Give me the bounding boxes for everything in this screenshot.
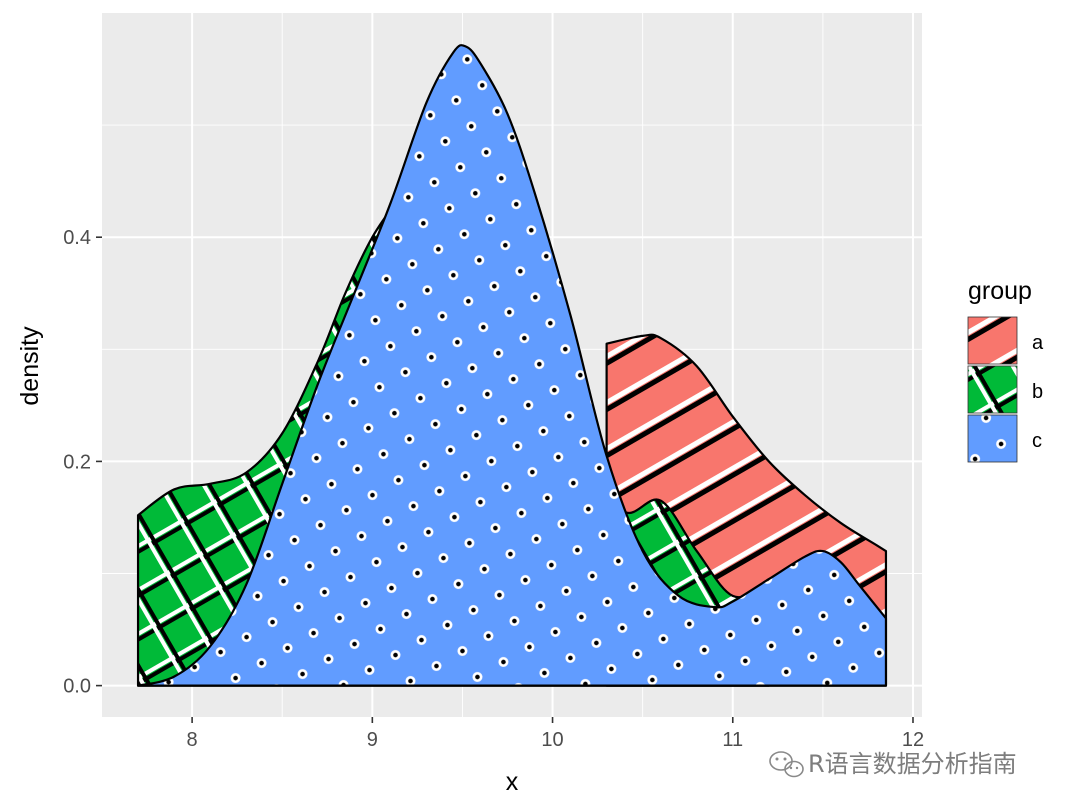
- legend-key-a: [967, 316, 1018, 365]
- x-tick-label: 9: [367, 729, 378, 751]
- x-tick-label: 10: [541, 729, 563, 751]
- legend-label-b: b: [1032, 381, 1043, 403]
- density-area-c: [136, 44, 888, 687]
- legend-label-c: c: [1032, 430, 1042, 452]
- x-tick-label: 8: [187, 729, 198, 751]
- legend-title: group: [968, 277, 1032, 305]
- watermark-text: R语言数据分析指南: [808, 750, 1017, 778]
- watermark: R语言数据分析指南: [769, 750, 1017, 778]
- legend-label-a: a: [1032, 332, 1044, 354]
- x-axis-title: x: [506, 768, 519, 796]
- x-tick-label: 12: [902, 729, 924, 751]
- wechat-icon: [769, 751, 804, 778]
- x-tick-label: 11: [722, 729, 743, 751]
- y-axis-title: density: [16, 326, 44, 406]
- y-tick-label: 0.0: [63, 676, 91, 698]
- y-tick-label: 0.2: [63, 451, 91, 473]
- x-axis-ticks: 8 9 10 11 12: [187, 717, 924, 751]
- y-axis-ticks: 0.0 0.2 0.4: [63, 227, 102, 698]
- legend-key-b: [967, 365, 1018, 414]
- legend-key-c: [967, 414, 1018, 463]
- y-tick-label: 0.4: [63, 227, 91, 249]
- legend: group a b c: [967, 277, 1044, 463]
- density-areas: [136, 44, 888, 687]
- legend-keys: a b c: [967, 316, 1044, 463]
